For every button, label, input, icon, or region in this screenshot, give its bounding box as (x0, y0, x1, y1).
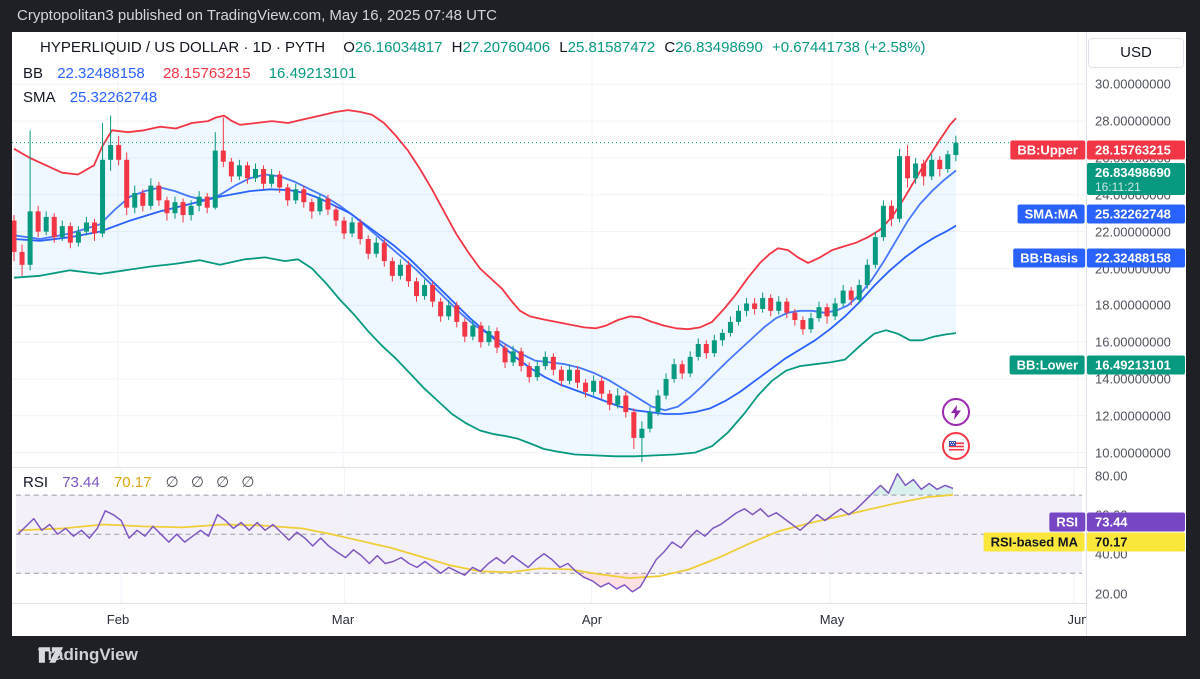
price-tick-16: 16.00000000 (1095, 334, 1171, 350)
footer-bar: TradingView (0, 636, 1200, 679)
axis-label-value-bb-upper: 28.15763215 (1087, 140, 1185, 160)
low-value: 25.81587472 (567, 39, 656, 56)
rsi-tick-20: 20.00 (1095, 586, 1128, 602)
price-tick-30: 30.00000000 (1095, 76, 1171, 92)
bb-upper-line (13, 109, 957, 331)
event-us-flag-icon[interactable] (942, 432, 970, 460)
month-label-jun: Jun (1067, 612, 1086, 627)
attribution-text: Cryptopolitan3 published on TradingView.… (17, 7, 498, 24)
open-value: 26.16034817 (354, 39, 443, 56)
rsi-ma-line (17, 493, 954, 579)
brand-text: TradingView (38, 645, 138, 664)
month-label-mar: Mar (331, 612, 355, 627)
price-tick-12: 12.00000000 (1095, 408, 1171, 424)
rsi-legend[interactable]: RSI 73.44 70.17 ∅ ∅ ∅ ∅ (23, 473, 258, 491)
axis-label-name-bb-lower: BB:Lower (1009, 355, 1085, 375)
axis-label-value-sma-ma: 25.32262748 (1087, 204, 1185, 224)
sma-value: 25.32262748 (69, 89, 158, 106)
rsi-line (17, 472, 954, 593)
axis-label-name-rsi-ma: RSI-based MA (983, 532, 1085, 552)
countdown-timer: 16:11:21 (1095, 180, 1141, 194)
price-tick-28: 28.00000000 (1095, 113, 1171, 129)
rsi-label[interactable]: RSI (23, 474, 49, 491)
bb-label[interactable]: BB (23, 65, 44, 82)
bb-upper-value: 28.15763215 (162, 65, 251, 82)
month-label-may: May (819, 612, 845, 627)
axis-label-value-rsi: 73.44 (1087, 512, 1185, 532)
bb-lower-value: 16.49213101 (268, 65, 357, 82)
rsi-oversold-fill (460, 573, 649, 592)
month-labels: Feb Mar Apr May Jun (12, 604, 1086, 637)
rsi-pane-canvas[interactable] (12, 467, 1086, 603)
rsi-overbought-fill (870, 473, 954, 496)
bb-legend[interactable]: BB 22.32488158 28.15763215 16.49213101 (23, 65, 356, 82)
chart-panel[interactable]: HYPERLIQUID / US DOLLAR · 1D · PYTH O26.… (12, 32, 1186, 636)
bb-basis-line (13, 188, 957, 415)
bb-basis-value: 22.32488158 (57, 65, 145, 82)
close-label: C (664, 39, 676, 56)
price-tick-22: 22.00000000 (1095, 224, 1171, 240)
bb-lower-line (13, 256, 957, 458)
close-value: 26.83498690 (675, 39, 763, 56)
symbol-legend[interactable]: HYPERLIQUID / US DOLLAR · 1D · PYTH O26.… (40, 39, 925, 56)
tradingview-glyph-icon (38, 647, 64, 663)
sma-legend[interactable]: SMA 25.32262748 (23, 89, 157, 106)
time-axis[interactable]: Feb Mar Apr May Jun (12, 603, 1186, 636)
axis-label-value-rsi-ma: 70.17 (1087, 532, 1185, 552)
open-label: O (343, 39, 355, 56)
axis-label-value-bb-lower: 16.49213101 (1087, 355, 1185, 375)
price-tick-14: 14.00000000 (1095, 371, 1171, 387)
rsi-empty-plots: ∅ ∅ ∅ ∅ (165, 474, 259, 491)
month-label-feb: Feb (106, 612, 130, 627)
axis-label-value-last-price: 26.83498690 16:11:21 (1087, 163, 1185, 195)
price-tick-18: 18.00000000 (1095, 297, 1171, 313)
low-label: L (559, 39, 568, 56)
bb-fill-area (14, 110, 956, 457)
candlestick-series (12, 115, 959, 462)
event-lightning-icon[interactable] (942, 398, 970, 426)
axis-label-name-bb-basis: BB:Basis (1013, 248, 1085, 268)
high-label: H (451, 39, 463, 56)
high-value: 27.20760406 (462, 39, 551, 56)
attribution-bar: Cryptopolitan3 published on TradingView.… (0, 0, 1200, 32)
rsi-value: 73.44 (62, 474, 100, 491)
sma-label[interactable]: SMA (23, 89, 56, 106)
change-value: +0.67441738 (+2.58%) (772, 39, 926, 56)
tradingview-logo[interactable]: TradingView (38, 645, 138, 665)
axis-label-name-bb-upper: BB:Upper (1010, 140, 1085, 160)
rsi-ma-value: 70.17 (113, 474, 152, 491)
rsi-tick-80: 80.00 (1095, 468, 1128, 484)
price-tick-10: 10.00000000 (1095, 445, 1171, 461)
axis-label-name-rsi: RSI (1049, 512, 1085, 532)
symbol-title[interactable]: HYPERLIQUID / US DOLLAR · 1D · PYTH (40, 39, 326, 56)
axis-label-value-bb-basis: 22.32488158 (1087, 248, 1185, 268)
price-pane-canvas[interactable] (12, 32, 1086, 467)
currency-toggle-button[interactable]: USD (1088, 38, 1184, 68)
price-gridlines (12, 32, 1086, 467)
month-label-apr: Apr (581, 612, 603, 627)
axis-label-name-sma-ma: SMA:MA (1017, 204, 1085, 224)
